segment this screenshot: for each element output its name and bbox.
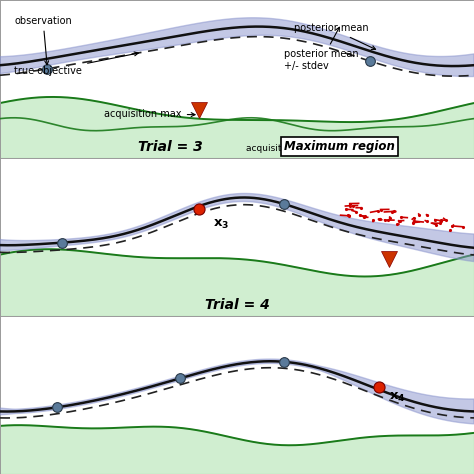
Text: acquisition (utility) function: acquisition (utility) function [246, 144, 372, 153]
Text: Maximum region: Maximum region [284, 140, 395, 154]
Text: observation: observation [14, 16, 72, 65]
Bar [0, 0, 474, 20]
Text: posterior mean
+/- stdev: posterior mean +/- stdev [284, 27, 359, 71]
Text: Trial = 3: Trial = 3 [138, 140, 203, 154]
Text: Trial = 4: Trial = 4 [205, 298, 269, 312]
Text: acquisition max: acquisition max [104, 109, 195, 119]
Text: $\mathbf{x_4}$: $\mathbf{x_4}$ [389, 391, 405, 404]
Text: true objective: true objective [14, 52, 138, 76]
Text: posterior mean: posterior mean [294, 23, 375, 49]
Text: $\mathbf{x_3}$: $\mathbf{x_3}$ [213, 218, 229, 231]
